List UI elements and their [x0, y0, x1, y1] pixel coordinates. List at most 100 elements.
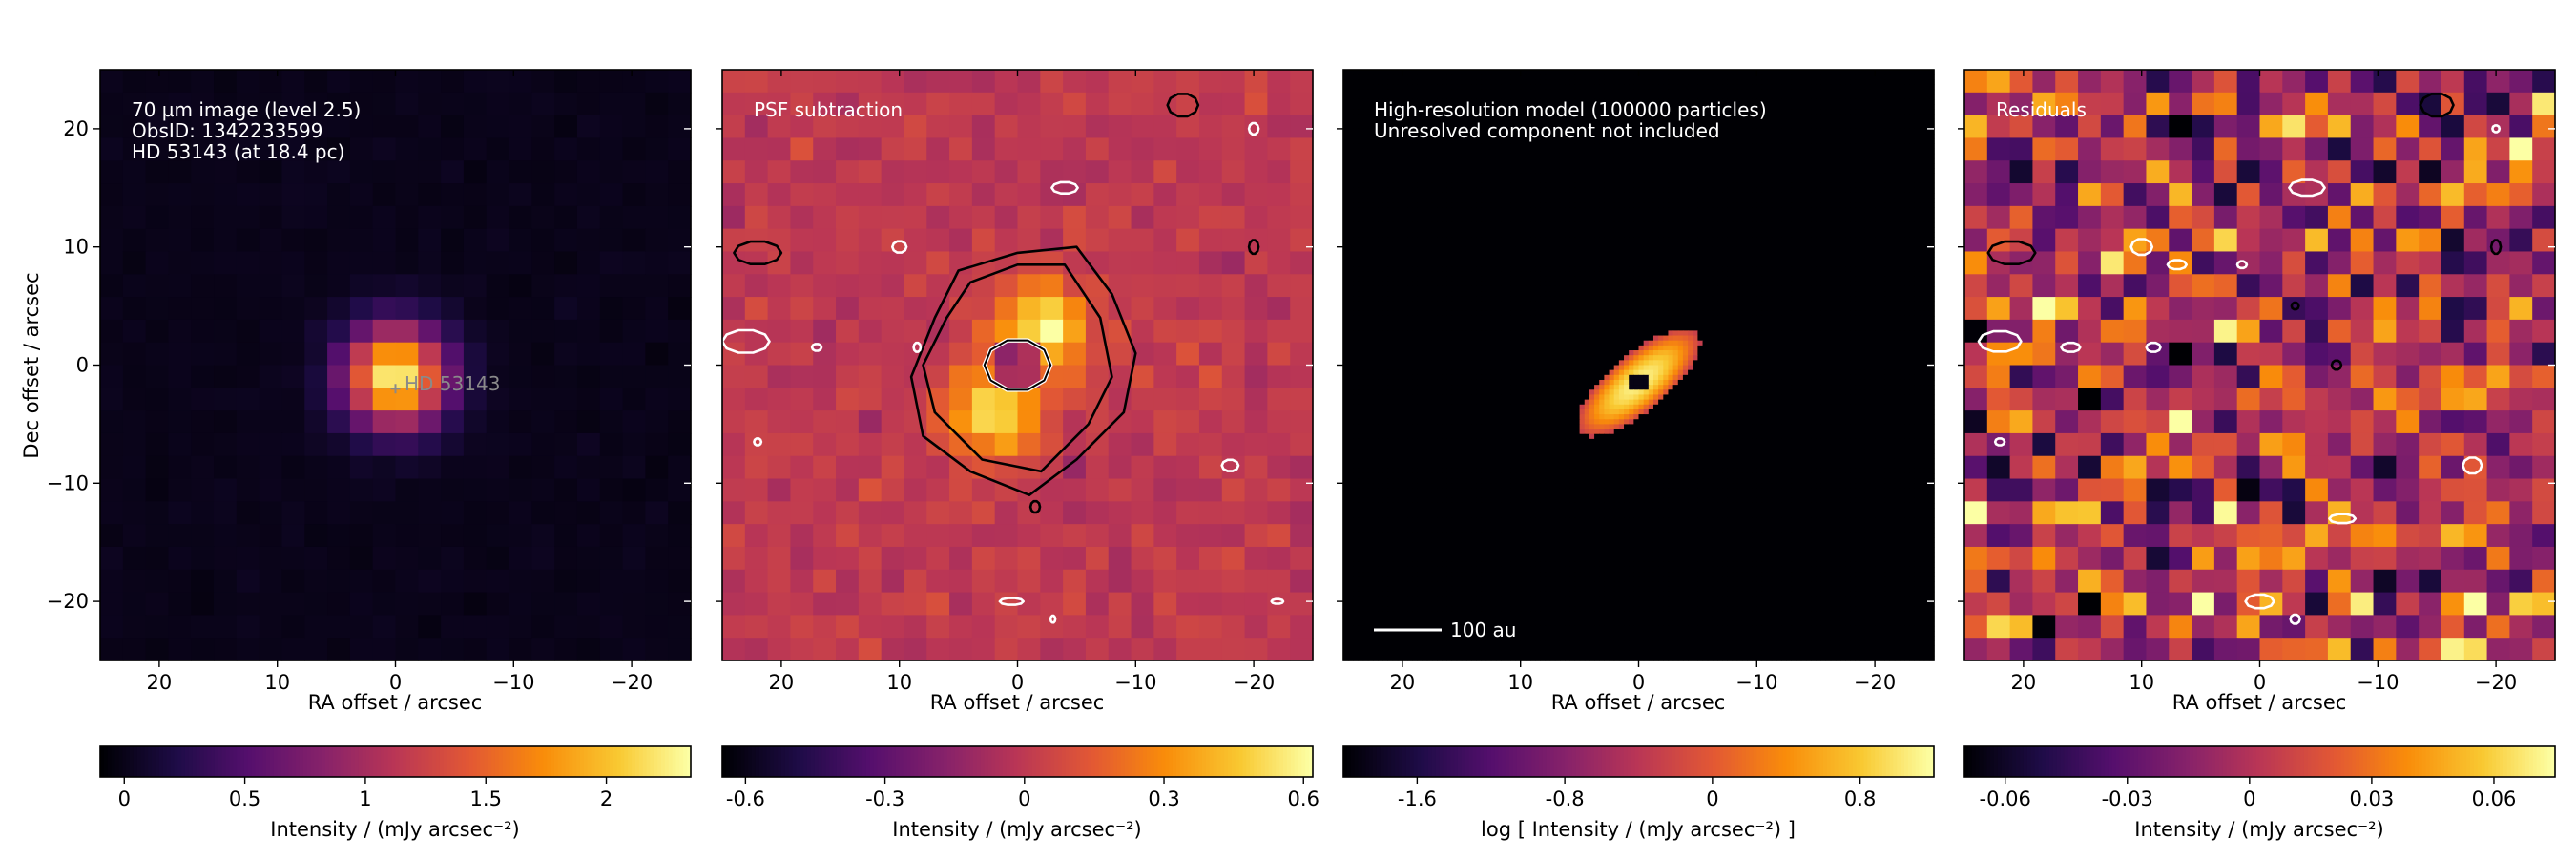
heatmap-cell [531, 183, 554, 206]
heatmap-cell [1599, 79, 1605, 85]
heatmap-cell [1199, 115, 1222, 138]
heatmap-cell [1624, 79, 1630, 85]
heatmap-cell [1555, 178, 1561, 183]
heatmap-cell [1840, 173, 1846, 178]
heatmap-cell [1653, 70, 1659, 75]
heatmap-cell [327, 433, 350, 456]
heatmap-cell [1884, 134, 1890, 139]
heatmap-cell [1831, 129, 1837, 135]
heatmap-cell [1412, 188, 1418, 194]
colorbar-tick-label: 0 [1018, 787, 1030, 810]
heatmap-cell [1756, 79, 1762, 85]
heatmap-cell [904, 206, 926, 229]
heatmap-cell [1920, 138, 1925, 144]
heatmap-cell [1742, 84, 1748, 90]
heatmap-cell [1442, 158, 1447, 164]
heatmap-cell [554, 593, 577, 616]
heatmap-cell [949, 570, 972, 593]
heatmap-cell [146, 524, 169, 547]
heatmap-cell [600, 593, 623, 616]
heatmap-cell [418, 479, 441, 502]
heatmap-cell [836, 456, 859, 479]
heatmap-cell [1363, 198, 1369, 203]
heatmap-cell [1373, 149, 1379, 155]
heatmap-cell [1427, 143, 1433, 149]
heatmap-cell [1678, 70, 1684, 75]
heatmap-cell [768, 501, 791, 524]
heatmap-cell [859, 343, 882, 366]
heatmap-cell [350, 410, 373, 433]
heatmap-cell [1343, 173, 1349, 178]
heatmap-cell [1363, 70, 1369, 75]
heatmap-cell [1407, 90, 1413, 95]
heatmap-cell [396, 638, 419, 660]
colorbar-segment [163, 746, 167, 777]
heatmap-cell [882, 137, 904, 160]
heatmap-cell [645, 524, 668, 547]
heatmap-cell [1358, 168, 1363, 174]
heatmap-cell [1599, 84, 1605, 90]
heatmap-cell [1767, 188, 1773, 194]
heatmap-cell [813, 547, 836, 570]
heatmap-cell [1624, 183, 1630, 189]
heatmap-cell [1629, 70, 1634, 75]
heatmap-cell [1267, 524, 1290, 547]
heatmap-cell [1471, 70, 1477, 75]
heatmap-cell [304, 410, 327, 433]
heatmap-cell [531, 570, 554, 593]
heatmap-cell [1176, 70, 1199, 93]
heatmap-cell [1890, 138, 1896, 144]
heatmap-cell [509, 160, 532, 183]
heatmap-cell [123, 274, 146, 297]
heatmap-cell [327, 524, 350, 547]
heatmap-cell [1865, 119, 1871, 125]
heatmap-cell [1382, 183, 1388, 189]
heatmap-cell [1348, 70, 1354, 75]
heatmap-cell [1368, 70, 1374, 75]
heatmap-cell [1761, 134, 1767, 139]
heatmap-cell [1904, 154, 1910, 159]
heatmap-cell [1653, 90, 1659, 95]
heatmap-cell [1820, 168, 1826, 174]
heatmap-cell [1884, 154, 1890, 159]
heatmap-cell [1722, 149, 1728, 155]
heatmap-cell [926, 410, 949, 433]
heatmap-cell [1589, 149, 1595, 155]
colorbar-segment [547, 746, 551, 777]
heatmap-cell [1855, 104, 1860, 110]
heatmap-cell [1639, 70, 1645, 75]
heatmap-cell [327, 320, 350, 343]
heatmap-cell [1599, 178, 1605, 183]
heatmap-cell [1176, 206, 1199, 229]
heatmap-cell [1417, 173, 1423, 178]
heatmap-cell [1791, 134, 1797, 139]
heatmap-cell [1040, 638, 1063, 660]
heatmap-cell [722, 183, 745, 206]
heatmap-cell [1924, 84, 1930, 90]
heatmap-cell [441, 297, 464, 320]
heatmap-cell [1594, 173, 1600, 178]
heatmap-cell [1850, 119, 1856, 125]
heatmap-cell [1737, 124, 1743, 130]
heatmap-cell [1801, 119, 1807, 125]
heatmap-cell [1398, 163, 1403, 169]
heatmap-cell [1486, 74, 1492, 80]
heatmap-cell [281, 229, 304, 252]
heatmap-cell [1806, 74, 1812, 80]
heatmap-cell [1432, 74, 1438, 80]
heatmap-cell [1585, 173, 1590, 178]
heatmap-cell [1767, 149, 1773, 155]
heatmap-cell [1884, 129, 1890, 135]
heatmap-cell [1644, 143, 1650, 149]
heatmap-cell [327, 160, 350, 183]
heatmap-cell [1437, 163, 1443, 169]
heatmap-cell [1199, 593, 1222, 616]
heatmap-cell [1850, 193, 1856, 199]
heatmap-cell [1109, 570, 1132, 593]
heatmap-cell [1358, 99, 1363, 105]
heatmap-cell [1358, 178, 1363, 183]
heatmap-cell [1786, 104, 1792, 110]
heatmap-cell [146, 479, 169, 502]
heatmap-cell [1845, 173, 1851, 178]
heatmap-cell [1153, 479, 1176, 502]
